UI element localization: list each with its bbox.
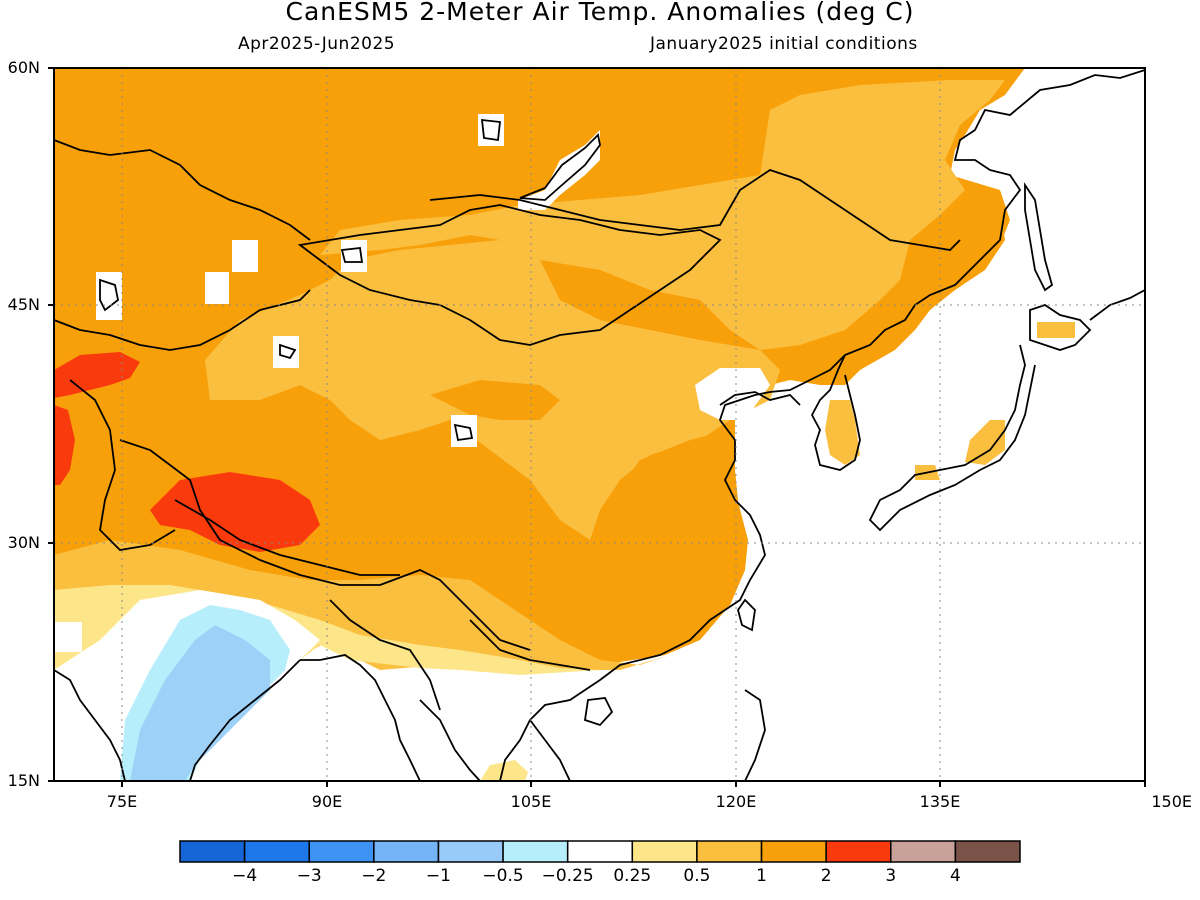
colorbar-swatch: [179, 840, 246, 863]
lat-label-45n: 45N: [7, 295, 40, 314]
anomaly-region-2-3-pakistan: [54, 405, 75, 485]
anomaly-region-none-ocean: [190, 68, 1145, 781]
india-east-coastline: [189, 659, 301, 781]
tibet-border: [119, 439, 531, 651]
mongolia-border: [297, 204, 722, 346]
colorbar-label: −1: [425, 866, 451, 886]
masked-lake: [695, 368, 770, 420]
colorbar-label: 1: [756, 866, 767, 886]
china-vietnam-border: [469, 619, 591, 671]
masked-cell: [451, 415, 477, 447]
lon-label-150e: 150E: [1151, 792, 1192, 811]
anomaly-region-2-3-west: [54, 352, 140, 398]
lon-label-135e: 135E: [919, 792, 961, 811]
coastlines: [54, 69, 1145, 781]
anomaly-region-1-2-manchuria: [905, 200, 1005, 320]
japan-hokkaido-outline: [1029, 304, 1092, 351]
kazakhstan-russia-border: [54, 139, 311, 241]
korea-outline: [810, 354, 861, 471]
lon-label-90e: 90E: [311, 792, 343, 811]
anomaly-field: [54, 68, 1145, 781]
himalaya-border: [174, 499, 400, 576]
lake-baikal-outline: [519, 133, 601, 201]
lake-outline: [480, 118, 501, 142]
colorbar-swatch: [825, 840, 892, 863]
colorbar-label: 3: [885, 866, 897, 886]
lat-label-15n: 15N: [7, 771, 40, 790]
initial-conditions: January2025 initial conditions: [650, 34, 918, 54]
india-west-coastline: [54, 669, 126, 781]
south-asia-borders: [69, 379, 176, 551]
indochina-coastline: [419, 699, 571, 781]
colorbar-label: 0.25: [613, 866, 652, 886]
colorbar-swatch: [502, 840, 569, 863]
colorbar-swatch: [696, 840, 763, 863]
colorbar-label: −3: [296, 866, 322, 886]
masked-cell: [205, 272, 229, 304]
colorbar-label: 4: [949, 866, 961, 886]
colorbar-swatch: [890, 840, 957, 863]
colorbar-swatch: [437, 840, 504, 863]
masked-cell: [478, 114, 504, 146]
lake-outline: [453, 423, 474, 442]
masked-cell: [273, 336, 299, 368]
colorbar: [179, 840, 1021, 863]
lat-label-30n: 30N: [7, 533, 40, 552]
anomaly-region-1-2-central-blob: [430, 380, 560, 420]
colorbar-swatch: [243, 840, 310, 863]
hainan-outline: [583, 697, 614, 727]
chart-title: CanESM5 2-Meter Air Temp. Anomalies (deg…: [285, 0, 915, 26]
colorbar-label: −4: [232, 866, 258, 886]
east-asia-coastline: [499, 69, 1145, 781]
colorbar-swatch: [760, 840, 827, 863]
masked-cell: [341, 240, 367, 272]
anomaly-region-0.25-0.5-gulf: [480, 760, 528, 781]
lake-outline: [279, 343, 297, 360]
anomaly-region-1-2-korea: [825, 400, 860, 465]
lon-label-105e: 105E: [510, 792, 552, 811]
colorbar-label: −2: [361, 866, 387, 886]
anomaly-region-0.5-1-northeast: [320, 80, 1005, 350]
luzon-outline: [744, 689, 766, 781]
map-frame: [53, 67, 1146, 782]
bay-of-bengal-coastline: [300, 654, 421, 781]
japan-honshu-outline: [868, 344, 1036, 532]
taiwan-outline: [737, 598, 756, 632]
anomaly-region-2-3-tibet: [150, 472, 320, 552]
anomaly-region-neg-1-0.5: [130, 625, 270, 781]
colorbar-label: −0.25: [541, 866, 594, 886]
kuril-outline: [1089, 289, 1145, 321]
colorbar-swatch: [631, 840, 698, 863]
russia-china-border: [429, 169, 961, 251]
anomaly-region-1-2-japan: [915, 322, 1075, 480]
lake-outline: [340, 247, 364, 263]
yellow-sea-coast: [719, 391, 801, 406]
axis-ticks: [48, 67, 1146, 787]
masked-cell: [54, 622, 82, 652]
colorbar-swatch: [566, 840, 634, 863]
lat-label-60n: 60N: [7, 58, 40, 77]
colorbar-label: 0.5: [683, 866, 711, 886]
colorbar-label: 2: [820, 866, 832, 886]
colorbar-swatch: [954, 840, 1021, 863]
anomaly-region-0.5-1-south: [54, 540, 670, 670]
masked-cell: [232, 240, 258, 272]
sakhalin-outline: [1024, 182, 1054, 292]
forecast-period: Apr2025-Jun2025: [238, 34, 396, 54]
colorbar-swatch: [308, 840, 375, 863]
anomaly-region-1-2-east-china: [600, 430, 745, 650]
myanmar-border: [329, 599, 441, 711]
colorbar-swatch: [373, 840, 440, 863]
colorbar-label: −0.5: [482, 866, 524, 886]
lon-label-75e: 75E: [106, 792, 138, 811]
lon-label-120e: 120E: [715, 792, 757, 811]
